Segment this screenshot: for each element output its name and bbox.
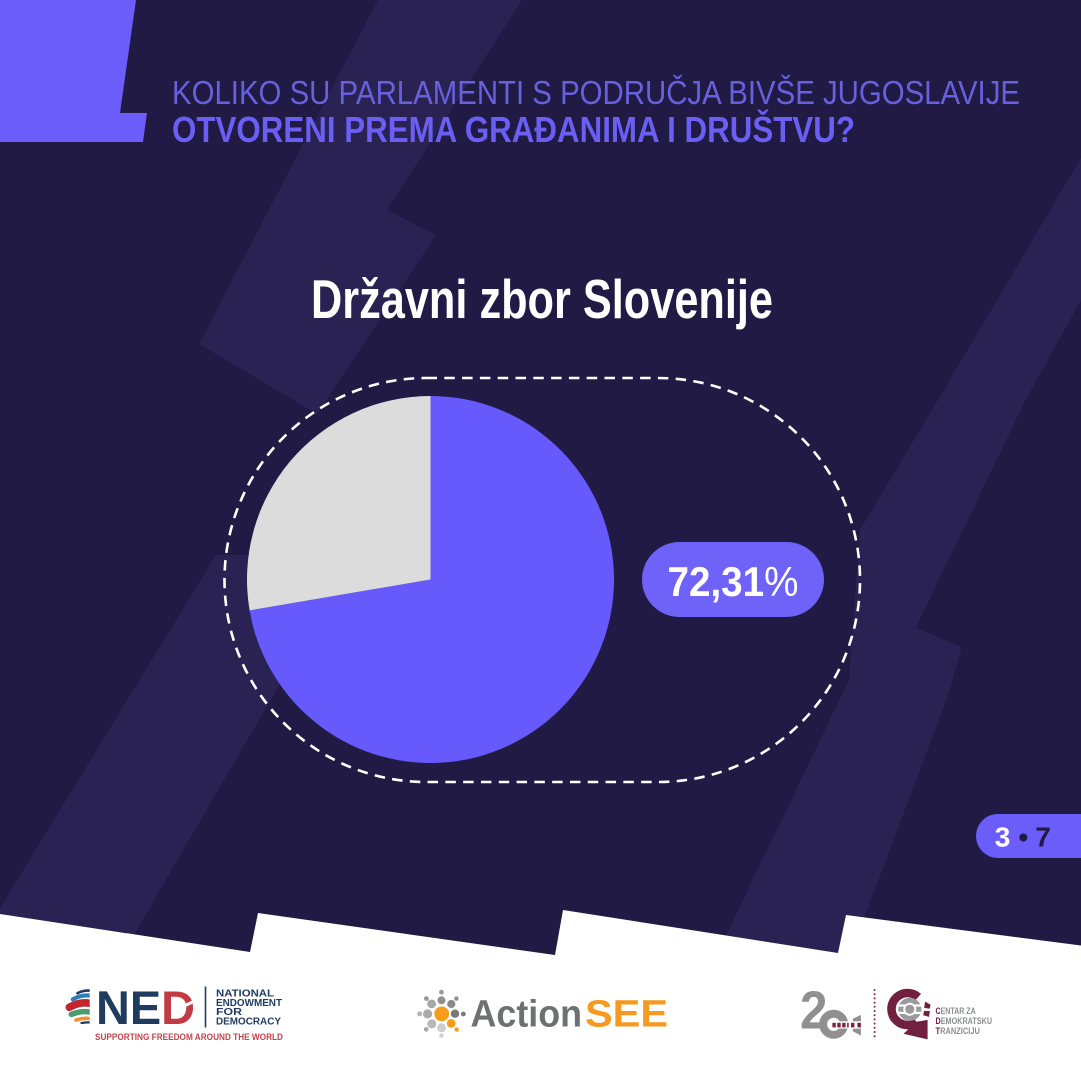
svg-text:DEMOKRATSKU: DEMOKRATSKU <box>936 1016 993 1026</box>
svg-text:FOR: FOR <box>216 1007 242 1018</box>
svg-text:ENDOWMENT: ENDOWMENT <box>216 998 282 1009</box>
svg-text:NED: NED <box>96 981 195 1034</box>
svg-text:7: 7 <box>1035 822 1051 853</box>
svg-text:TRANZICIJU: TRANZICIJU <box>936 1026 981 1036</box>
svg-text:Action: Action <box>471 994 583 1036</box>
svg-text:72,31%: 72,31% <box>668 558 799 605</box>
svg-text:SEE: SEE <box>585 994 668 1036</box>
svg-text:DEMOCRACY: DEMOCRACY <box>216 1016 281 1027</box>
svg-text:OTVORENI PREMA GRAĐANIMA I DRU: OTVORENI PREMA GRAĐANIMA I DRUŠTVU? <box>172 108 855 150</box>
svg-text:3: 3 <box>995 822 1011 853</box>
svg-text:NATIONAL: NATIONAL <box>216 989 274 1000</box>
svg-text:SUPPORTING FREEDOM AROUND THE: SUPPORTING FREEDOM AROUND THE WORLD <box>95 1032 283 1042</box>
svg-text:KOLIKO SU PARLAMENTI S PODRUČJ: KOLIKO SU PARLAMENTI S PODRUČJA BIVŠE JU… <box>172 74 1020 111</box>
svg-text:Državni zbor Slovenije: Državni zbor Slovenije <box>311 268 773 330</box>
svg-text:CENTAR ZA: CENTAR ZA <box>936 1006 976 1016</box>
